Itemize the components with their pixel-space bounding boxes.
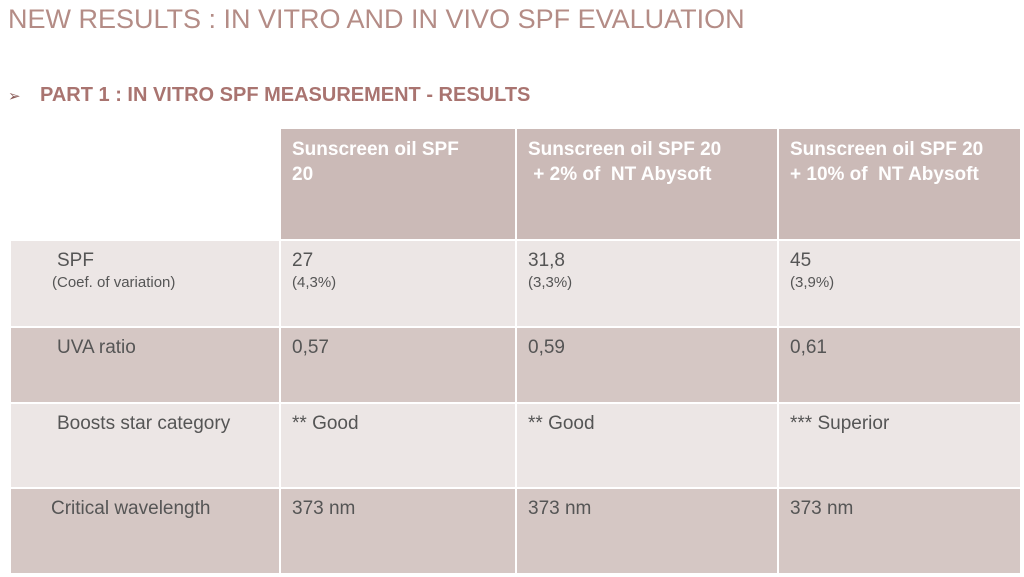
- cell-value: 373 nm: [528, 498, 592, 519]
- cell-subvalue: (3,9%): [790, 274, 835, 291]
- column-header-spf20-2pct: Sunscreen oil SPF 20 + 2% of NT Abysoft: [517, 129, 777, 239]
- row-label-spf: SPF (Coef. of variation): [11, 241, 279, 326]
- row-label-text: UVA ratio: [57, 337, 136, 358]
- column-header-line2: 20: [292, 164, 314, 185]
- table-corner-cell: [11, 129, 279, 239]
- cell-value: 27: [292, 250, 314, 271]
- cell-value: 31,8: [528, 250, 565, 271]
- table-cell: ** Good: [517, 404, 777, 487]
- cell-value: ** Good: [292, 413, 359, 434]
- section-heading-text: PART 1 : IN VITRO SPF MEASUREMENT - RESU…: [40, 84, 531, 106]
- table-cell: 0,59: [517, 328, 777, 402]
- column-header-line1: Sunscreen oil SPF 20: [790, 139, 984, 160]
- cell-value: ** Good: [528, 413, 595, 434]
- cell-subvalue: (3,3%): [528, 274, 573, 291]
- table-cell: 373 nm: [779, 489, 1020, 573]
- column-header-spf20-10pct: Sunscreen oil SPF 20 + 10% of NT Abysoft: [779, 129, 1020, 239]
- table-cell: 0,57: [281, 328, 515, 402]
- column-header-line2: + 2% of NT Abysoft: [528, 164, 712, 185]
- table-cell: ** Good: [281, 404, 515, 487]
- column-header-line2: + 10% of NT Abysoft: [790, 164, 979, 185]
- row-label-text: Critical wavelength: [51, 498, 211, 519]
- cell-value: 0,61: [790, 337, 827, 358]
- row-sublabel-text: (Coef. of variation): [52, 274, 176, 291]
- cell-value: 373 nm: [292, 498, 356, 519]
- row-label-text: SPF: [57, 250, 94, 271]
- cell-value: *** Superior: [790, 413, 890, 434]
- table-cell: *** Superior: [779, 404, 1020, 487]
- row-label-critical-wavelength: Critical wavelength: [11, 489, 279, 573]
- table-cell: 45 (3,9%): [779, 241, 1020, 326]
- table-cell: 31,8 (3,3%): [517, 241, 777, 326]
- row-label-star-category: Boosts star category: [11, 404, 279, 487]
- cell-value: 0,59: [528, 337, 565, 358]
- column-header-line1: Sunscreen oil SPF: [292, 139, 459, 160]
- arrow-bullet-icon: ➢: [8, 87, 21, 105]
- table-cell: 373 nm: [281, 489, 515, 573]
- column-header-line1: Sunscreen oil SPF 20: [528, 139, 722, 160]
- row-label-uva-ratio: UVA ratio: [11, 328, 279, 402]
- table-cell: 373 nm: [517, 489, 777, 573]
- table-cell: 27 (4,3%): [281, 241, 515, 326]
- cell-subvalue: (4,3%): [292, 274, 337, 291]
- row-label-text: Boosts star category: [57, 413, 231, 434]
- slide-title: NEW RESULTS : IN VITRO AND IN VIVO SPF E…: [8, 4, 745, 34]
- cell-value: 45: [790, 250, 812, 271]
- cell-value: 373 nm: [790, 498, 854, 519]
- column-header-spf20: Sunscreen oil SPF 20: [281, 129, 515, 239]
- table-cell: 0,61: [779, 328, 1020, 402]
- cell-value: 0,57: [292, 337, 329, 358]
- section-heading: ➢ PART 1 : IN VITRO SPF MEASUREMENT - RE…: [8, 84, 530, 107]
